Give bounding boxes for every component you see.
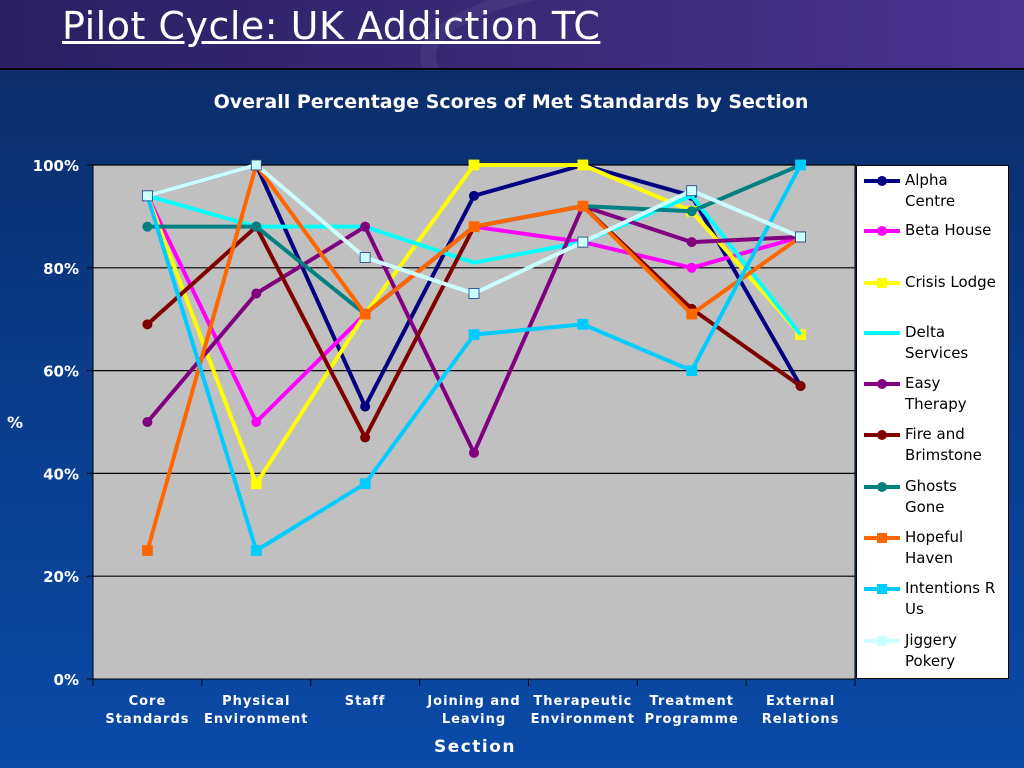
data-point	[360, 221, 371, 232]
legend-swatch	[864, 226, 900, 236]
x-tick-label: External Relations	[762, 694, 840, 727]
legend-label: Hopeful Haven	[905, 528, 964, 567]
x-tick-label: Staff	[345, 694, 386, 709]
chart-title: Overall Percentage Scores of Met Standar…	[214, 91, 809, 113]
data-point	[468, 221, 480, 233]
legend-swatch	[864, 482, 900, 492]
data-point	[360, 432, 371, 443]
legend-item: Delta Services	[863, 323, 1008, 364]
data-point	[468, 159, 480, 171]
legend-swatch	[864, 636, 900, 646]
legend-label: Fire and Brimstone	[905, 425, 982, 464]
data-point	[142, 190, 153, 202]
legend-item: Hopeful Haven	[863, 528, 1008, 569]
x-tick-label: Physical Environment	[204, 694, 309, 727]
legend-item: Alpha Centre	[863, 171, 1008, 212]
x-tick-label: Core Standards	[105, 694, 189, 727]
legend-swatch	[864, 331, 900, 335]
data-point	[686, 206, 697, 217]
data-point	[251, 417, 262, 427]
data-point	[250, 478, 262, 490]
legend-swatch	[864, 176, 900, 186]
legend-swatch	[864, 584, 900, 594]
x-axis-label: Section	[434, 737, 516, 757]
y-tick-label: 60%	[43, 363, 79, 381]
legend-label: Ghosts Gone	[905, 477, 957, 516]
x-axis: Core Standards Physical Environment Staff Joi…	[92, 679, 856, 727]
data-point	[577, 318, 589, 330]
data-point	[142, 545, 153, 556]
data-point	[142, 319, 153, 330]
data-point	[359, 308, 371, 320]
legend-item: Easy Therapy	[863, 374, 1008, 415]
legend-label: Intentions R Us	[905, 579, 996, 618]
legend-item: Ghosts Gone	[863, 477, 1008, 518]
data-point	[359, 478, 371, 490]
y-tick-label: 100%	[33, 157, 79, 175]
legend-item: Beta House	[863, 221, 1008, 241]
legend-label: Jiggery Pokery	[905, 631, 957, 670]
data-point	[250, 159, 262, 171]
legend-item: Jiggery Pokery	[863, 631, 1008, 672]
legend-item: Fire and Brimstone	[863, 425, 1008, 466]
x-tick-label: Therapeutic Environment	[531, 694, 636, 727]
legend-swatch	[864, 430, 900, 440]
data-point	[251, 221, 262, 232]
data-point	[473, 262, 475, 264]
data-point	[686, 262, 697, 273]
title-bar	[0, 0, 1024, 70]
data-point	[686, 185, 698, 197]
y-tick-label: 80%	[43, 260, 79, 278]
data-point	[469, 447, 479, 458]
legend-swatch	[864, 278, 900, 288]
legend-label: Delta Services	[905, 323, 969, 362]
plot-area	[92, 164, 856, 680]
legend-swatch	[864, 379, 900, 389]
data-point	[469, 190, 479, 201]
y-axis-label: %	[7, 413, 23, 432]
data-point	[795, 159, 806, 171]
legend-label: Easy Therapy	[905, 374, 967, 413]
legend: Alpha Centre Beta House Crisis Lodge Delta Se…	[856, 165, 1009, 679]
data-point	[142, 417, 153, 427]
slide-title: Pilot Cycle: UK Addiction TC	[62, 4, 601, 48]
legend-label: Crisis Lodge	[905, 273, 996, 291]
data-point	[359, 252, 371, 263]
legend-item: Intentions R Us	[863, 579, 1008, 620]
legend-item: Crisis Lodge	[863, 273, 1008, 293]
data-point	[795, 231, 806, 243]
data-point	[577, 159, 589, 171]
legend-label: Beta House	[905, 221, 992, 239]
data-point	[468, 329, 480, 341]
data-point	[251, 288, 262, 299]
y-tick-label: 40%	[43, 465, 79, 483]
data-point	[800, 334, 802, 336]
data-point	[468, 288, 480, 299]
series-easy-therapy	[142, 201, 806, 458]
series-jiggery-pokery	[142, 159, 806, 299]
data-point	[577, 200, 589, 212]
data-point	[250, 545, 262, 556]
data-point	[142, 221, 153, 232]
legend-label: Alpha Centre	[905, 171, 956, 210]
y-tick-label: 20%	[43, 568, 79, 586]
y-axis: 0% 20% 40% 60% 80% 100%	[33, 157, 94, 689]
y-tick-label: 0%	[54, 671, 79, 689]
series-group	[142, 159, 806, 556]
x-tick-label: Treatment Programme	[645, 694, 739, 727]
x-tick-label: Joining and Leaving	[426, 694, 520, 727]
legend-swatch	[864, 533, 900, 543]
data-point	[686, 365, 698, 377]
data-point	[795, 381, 806, 392]
data-point	[360, 401, 371, 412]
data-point	[577, 236, 589, 248]
gridlines	[93, 164, 855, 577]
data-point	[686, 237, 697, 248]
data-point	[686, 308, 698, 320]
